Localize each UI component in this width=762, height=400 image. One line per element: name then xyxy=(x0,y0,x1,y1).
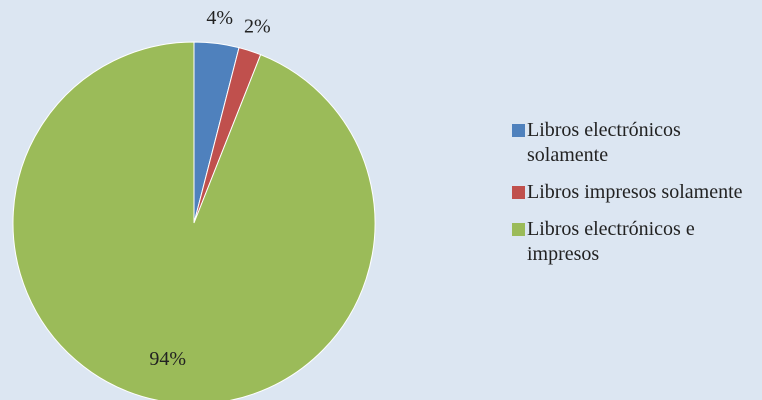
legend-entry: Libros impresos solamente xyxy=(505,180,762,205)
legend: Libros electrónicos solamente Libros impr… xyxy=(505,118,762,279)
pie-slice xyxy=(12,41,376,400)
legend-swatch xyxy=(512,124,525,137)
legend-entry: Libros electrónicos solamente xyxy=(505,118,762,168)
legend-swatch xyxy=(512,223,525,236)
data-label: 2% xyxy=(244,16,271,38)
data-label: 94% xyxy=(149,348,186,370)
legend-entry: Libros electrónicos e impresos xyxy=(505,217,762,267)
legend-label: Libros electrónicos solamente xyxy=(527,119,681,166)
data-label: 4% xyxy=(206,7,233,29)
legend-label: Libros electrónicos e impresos xyxy=(527,218,695,265)
legend-label: Libros impresos solamente xyxy=(527,181,743,203)
legend-swatch xyxy=(512,186,525,199)
